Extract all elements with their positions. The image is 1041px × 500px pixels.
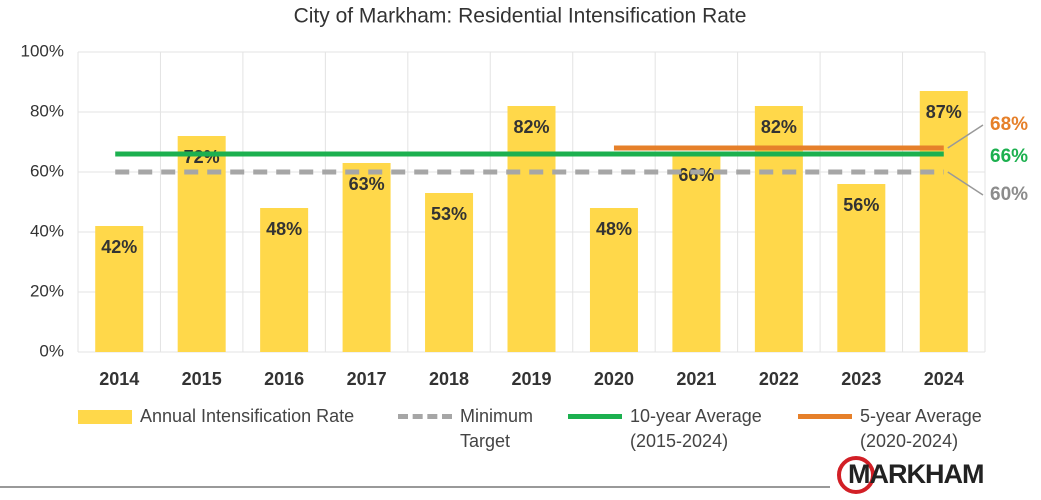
x-tick-label: 2016 <box>264 369 304 389</box>
data-label: 42% <box>101 237 137 257</box>
logo: MARKHAM <box>848 459 983 489</box>
legend-label: Annual Intensification Rate <box>140 406 355 426</box>
legend-label: 10-year Average (2015-2024) <box>630 406 762 451</box>
label-connector <box>947 171 984 196</box>
y-tick-label: 100% <box>21 41 64 60</box>
bar <box>177 136 226 352</box>
logo-ring <box>837 456 875 494</box>
data-label: 82% <box>513 117 549 137</box>
x-tick-label: 2022 <box>759 369 799 389</box>
data-label: 66% <box>678 165 714 185</box>
x-tick-label: 2021 <box>676 369 716 389</box>
y-tick-label: 40% <box>30 221 64 240</box>
x-tick-label: 2015 <box>182 369 222 389</box>
bar <box>507 106 556 352</box>
line-label: 66% <box>990 146 1028 167</box>
x-tick-label: 2023 <box>841 369 881 389</box>
legend-swatch <box>798 414 852 419</box>
bar <box>589 208 638 352</box>
line-label: 60% <box>990 184 1028 205</box>
y-tick-label: 0% <box>39 341 64 360</box>
x-tick-label: 2018 <box>429 369 469 389</box>
line-label: 68% <box>990 114 1028 135</box>
x-tick-label: 2014 <box>99 369 139 389</box>
legend-swatch <box>398 414 452 419</box>
legend-swatch <box>568 414 622 419</box>
bar <box>342 163 391 352</box>
x-tick-label: 2024 <box>924 369 964 389</box>
legend-item: 10-year Average (2015-2024) <box>568 404 780 454</box>
bar <box>260 208 309 352</box>
bar <box>919 91 968 352</box>
label-connector <box>947 124 984 149</box>
y-tick-label: 20% <box>30 281 64 300</box>
y-tick-label: 80% <box>30 101 64 120</box>
bar <box>837 184 886 352</box>
x-tick-label: 2019 <box>511 369 551 389</box>
data-label: 48% <box>266 219 302 239</box>
x-tick-label: 2017 <box>347 369 387 389</box>
x-tick-label: 2020 <box>594 369 634 389</box>
legend-label: Minimum Target <box>460 406 534 451</box>
legend-item: Annual Intensification Rate <box>78 404 380 454</box>
data-label: 63% <box>349 174 385 194</box>
bar <box>95 226 144 352</box>
data-label: 72% <box>184 147 220 167</box>
legend-item: 5-year Average (2020-2024) <box>798 404 1010 454</box>
chart-title: City of Markham: Residential Intensifica… <box>294 5 747 28</box>
legend: Annual Intensification Rate Minimum Targe… <box>78 404 988 454</box>
data-label: 48% <box>596 219 632 239</box>
y-tick-label: 60% <box>30 161 64 180</box>
bar <box>425 193 474 352</box>
data-label: 87% <box>926 102 962 122</box>
bar <box>672 154 721 352</box>
data-label: 53% <box>431 204 467 224</box>
legend-item: Minimum Target <box>398 404 550 454</box>
legend-swatch <box>78 410 132 424</box>
legend-label: 5-year Average (2020-2024) <box>860 406 982 451</box>
data-label: 56% <box>843 195 879 215</box>
data-label: 82% <box>761 117 797 137</box>
bar <box>754 106 803 352</box>
